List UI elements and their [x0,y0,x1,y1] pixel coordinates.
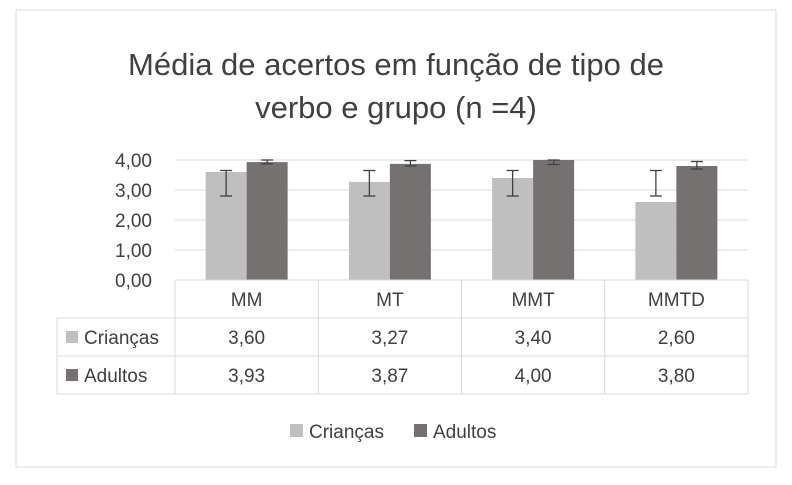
bar-adultos-mmt [533,160,575,280]
data-label: 3,27 [371,328,408,349]
y-tick-label: 0,00 [115,271,152,292]
data-label: 4,00 [515,366,552,387]
y-tick-label: 4,00 [115,151,152,172]
legend-label: Crianças [309,422,384,443]
table-row-label: Crianças [84,328,159,349]
legend-label: Adultos [433,422,496,443]
chart-title-line-1: Média de acertos em função de tipo de [128,47,664,82]
legend-swatch [414,424,427,437]
table-legend-key [66,331,78,343]
chart-title-line-2: verbo e grupo (n =4) [255,90,537,125]
y-tick-label: 1,00 [115,241,152,262]
bar-adultos-mt [389,163,431,280]
data-label: 3,93 [228,366,265,387]
y-tick-label: 3,00 [115,181,152,202]
table-legend-key [66,369,78,381]
bar-crianas-mt [348,181,390,280]
table-row-label: Adultos [84,366,147,387]
x-tick-label: MMT [511,290,555,311]
bar-crianas-mmtd [635,202,677,280]
y-tick-label: 2,00 [115,211,152,232]
data-label: 3,60 [228,328,265,349]
data-label: 3,40 [515,328,552,349]
x-tick-label: MMTD [648,290,705,311]
x-tick-label: MT [376,290,404,311]
data-label: 3,80 [658,366,695,387]
bar-adultos-mm [246,162,288,280]
legend-swatch [290,424,303,437]
bar-adultos-mmtd [676,166,718,280]
data-label: 2,60 [658,328,695,349]
data-label: 3,87 [371,366,408,387]
x-tick-label: MM [231,290,263,311]
